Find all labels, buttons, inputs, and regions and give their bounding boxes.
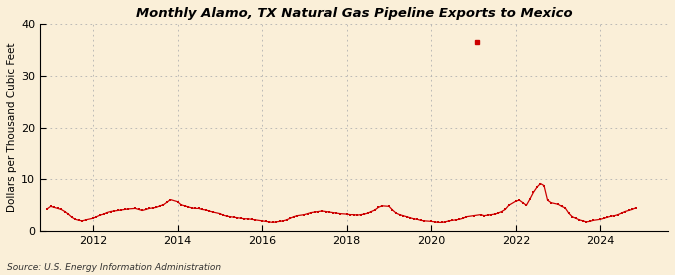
Y-axis label: Dollars per Thousand Cubic Feet: Dollars per Thousand Cubic Feet [7,43,17,212]
Title: Monthly Alamo, TX Natural Gas Pipeline Exports to Mexico: Monthly Alamo, TX Natural Gas Pipeline E… [136,7,572,20]
Text: Source: U.S. Energy Information Administration: Source: U.S. Energy Information Administ… [7,263,221,272]
